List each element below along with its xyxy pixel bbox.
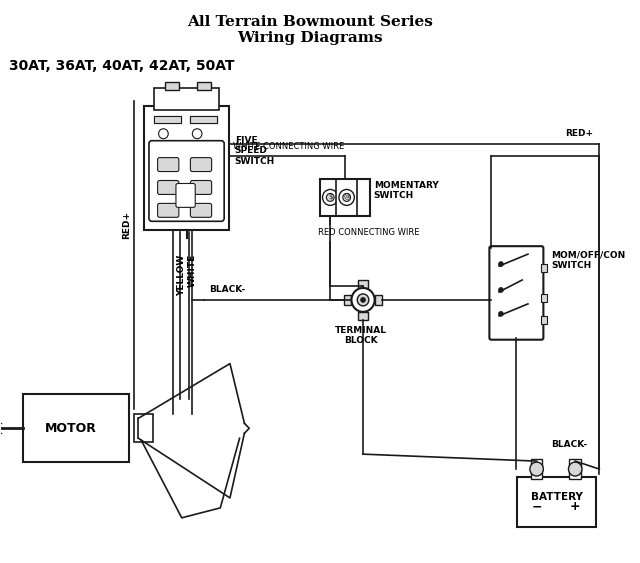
- Circle shape: [339, 190, 355, 205]
- Circle shape: [159, 129, 168, 138]
- Text: BLACK-: BLACK-: [551, 440, 588, 449]
- Bar: [541, 264, 547, 272]
- Text: MOMENTARY
SWITCH: MOMENTARY SWITCH: [374, 181, 438, 200]
- Circle shape: [351, 288, 374, 312]
- Circle shape: [193, 129, 202, 138]
- Text: FIVE
SPEED
SWITCH: FIVE SPEED SWITCH: [235, 136, 275, 166]
- FancyBboxPatch shape: [157, 158, 179, 172]
- Circle shape: [568, 462, 582, 476]
- Text: 30AT, 36AT, 40AT, 42AT, 50AT: 30AT, 36AT, 40AT, 42AT, 50AT: [9, 59, 235, 73]
- Bar: [358, 280, 368, 288]
- Text: Wiring Diagrams: Wiring Diagrams: [237, 31, 383, 45]
- Bar: [191, 116, 218, 123]
- Circle shape: [323, 190, 338, 205]
- Bar: [165, 82, 179, 90]
- Bar: [191, 116, 218, 123]
- Circle shape: [357, 294, 369, 306]
- Bar: [319, 178, 341, 216]
- Text: RED+: RED+: [122, 211, 131, 239]
- Circle shape: [360, 297, 365, 302]
- FancyBboxPatch shape: [157, 203, 179, 217]
- FancyBboxPatch shape: [176, 184, 195, 207]
- Bar: [531, 459, 543, 479]
- Bar: [134, 414, 153, 442]
- Text: All Terrain Bowmount Series: All Terrain Bowmount Series: [187, 15, 433, 29]
- Text: RED CONNECTING WIRE: RED CONNECTING WIRE: [317, 228, 419, 237]
- Text: TERMINAL
BLOCK: TERMINAL BLOCK: [335, 326, 387, 345]
- FancyBboxPatch shape: [157, 181, 179, 194]
- Text: −: −: [531, 501, 542, 513]
- FancyBboxPatch shape: [191, 181, 212, 194]
- Bar: [541, 294, 547, 302]
- Text: @: @: [343, 194, 350, 200]
- Bar: [154, 116, 180, 123]
- Circle shape: [343, 194, 351, 202]
- Bar: [570, 459, 581, 479]
- Bar: [344, 295, 351, 305]
- Text: $: $: [328, 194, 333, 200]
- Text: WHITE CONNECTING WIRE: WHITE CONNECTING WIRE: [233, 142, 344, 151]
- Text: WHITE: WHITE: [188, 253, 197, 287]
- Circle shape: [499, 262, 504, 266]
- Text: YELLOW: YELLOW: [177, 254, 186, 296]
- Text: +: +: [570, 501, 580, 513]
- FancyBboxPatch shape: [191, 203, 212, 217]
- FancyBboxPatch shape: [490, 246, 543, 339]
- Bar: [374, 295, 382, 305]
- Text: MOTOR: MOTOR: [45, 422, 97, 435]
- Bar: [197, 82, 211, 90]
- Text: BATTERY: BATTERY: [531, 492, 583, 502]
- Circle shape: [326, 194, 334, 202]
- Bar: [22, 395, 129, 462]
- Bar: [336, 178, 357, 216]
- Circle shape: [499, 311, 504, 316]
- Bar: [154, 116, 180, 123]
- Text: BLACK-: BLACK-: [209, 285, 245, 294]
- FancyBboxPatch shape: [149, 141, 224, 221]
- FancyBboxPatch shape: [191, 158, 212, 172]
- Bar: [541, 316, 547, 324]
- Bar: [517, 477, 596, 527]
- Bar: [319, 178, 370, 216]
- Text: RED+: RED+: [565, 129, 593, 138]
- Bar: [144, 106, 229, 230]
- Bar: [358, 312, 368, 320]
- Circle shape: [530, 462, 543, 476]
- Circle shape: [499, 288, 504, 292]
- Text: MOM/OFF/CON
SWITCH: MOM/OFF/CON SWITCH: [551, 250, 625, 270]
- Bar: [154, 88, 220, 110]
